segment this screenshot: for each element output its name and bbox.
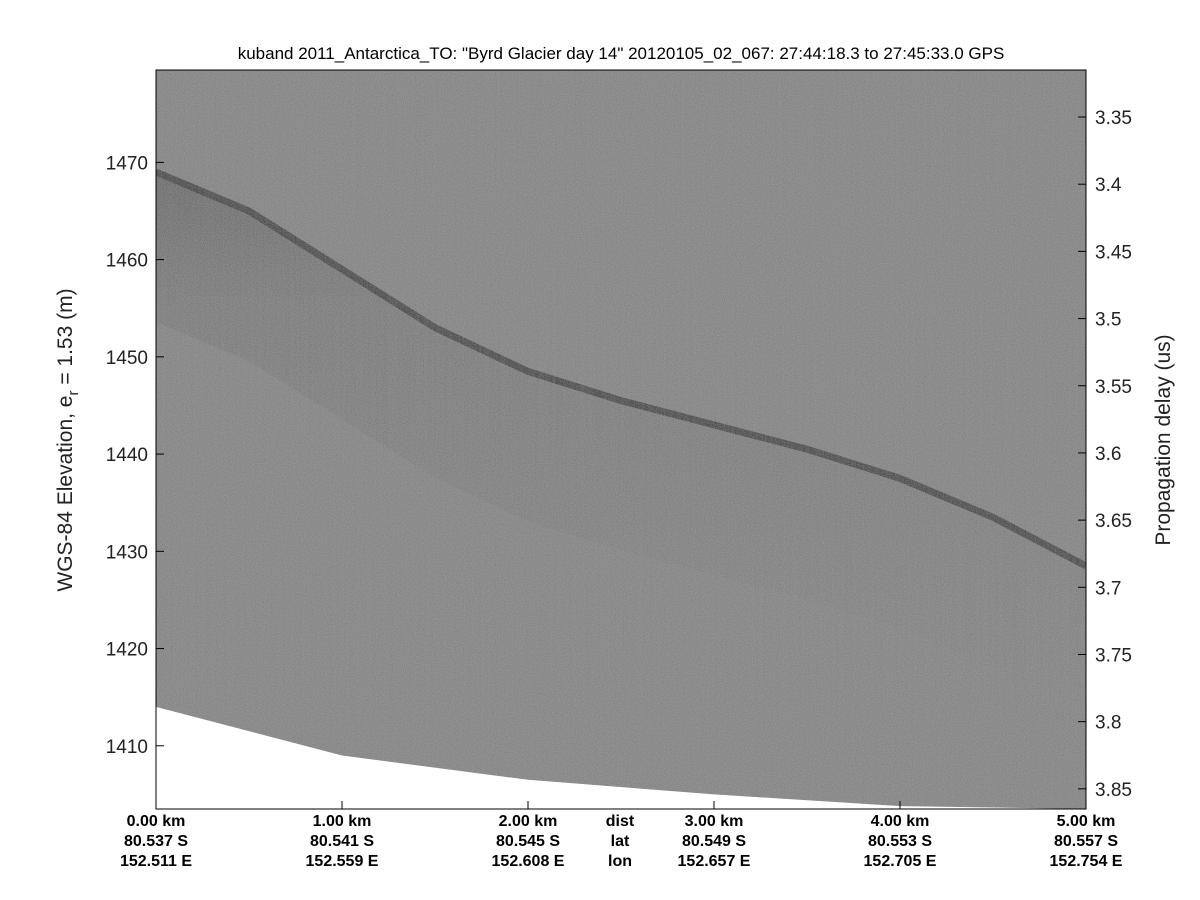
y2-tick-label: 3.5 xyxy=(1095,310,1121,331)
y2-tick-label: 3.7 xyxy=(1095,578,1121,599)
bottom-x-axis: 0.00 km 80.537 S 152.511 E 1.00 km 80.541 S 1… xyxy=(120,801,1123,870)
x-tick-lat-label: 80.545 S xyxy=(496,833,560,850)
y2-tick-label: 3.85 xyxy=(1095,780,1132,801)
y-tick-label: 1470 xyxy=(106,153,148,174)
y2-tick-label: 3.4 xyxy=(1095,175,1122,196)
y-tick-label: 1450 xyxy=(106,348,148,369)
x-tick-lat-label: 80.557 S xyxy=(1054,833,1118,850)
chart-title: kuband 2011_Antarctica_TO: "Byrd Glacier… xyxy=(238,44,1005,63)
x-tick-lon-label: 152.559 E xyxy=(306,853,379,870)
left-y-axis: 1410 1420 1430 1440 1450 1460 1470 xyxy=(106,153,164,758)
x-tick-lat-label: 80.553 S xyxy=(868,833,932,850)
y-tick-label: 1440 xyxy=(106,445,148,466)
x-tick-lon-label: 152.511 E xyxy=(120,853,192,870)
y2-tick-label: 3.8 xyxy=(1095,713,1121,734)
x-tick-lon-label: 152.657 E xyxy=(678,853,751,870)
y-tick-label: 1410 xyxy=(106,737,148,758)
x-tick-dist-label: 0.00 km xyxy=(127,813,186,830)
y-tick-label: 1460 xyxy=(106,251,148,272)
y2-tick-label: 3.6 xyxy=(1095,444,1121,465)
x-tick-lat-label: 80.537 S xyxy=(124,833,188,850)
x-row-name-dist: dist xyxy=(606,813,635,830)
right-y-axis: 3.35 3.4 3.45 3.5 3.55 3.6 3.65 3.7 3.75 3.8 3.85 xyxy=(1078,108,1132,801)
y-tick-label: 1420 xyxy=(106,640,148,661)
y2-tick-label: 3.45 xyxy=(1095,242,1132,263)
x-tick-dist-label: 2.00 km xyxy=(499,813,558,830)
y-axis-label: WGS-84 Elevation, er = 1.53 (m) xyxy=(54,288,82,591)
y2-tick-label: 3.35 xyxy=(1095,108,1132,129)
x-tick-dist-label: 3.00 km xyxy=(685,813,744,830)
x-tick-lat-label: 80.549 S xyxy=(682,833,746,850)
no-data-region xyxy=(156,706,1086,809)
speckle-texture xyxy=(156,70,1086,809)
y2-tick-label: 3.75 xyxy=(1095,645,1132,666)
plot-frame xyxy=(155,69,1087,810)
y2-tick-label: 3.55 xyxy=(1095,377,1132,398)
x-tick-lon-label: 152.754 E xyxy=(1050,853,1123,870)
x-tick-lat-label: 80.541 S xyxy=(310,833,374,850)
x-tick-dist-label: 5.00 km xyxy=(1057,813,1116,830)
plot-area xyxy=(156,70,1086,809)
x-tick-lon-label: 152.705 E xyxy=(864,853,937,870)
x-row-name-lat: lat xyxy=(611,833,630,850)
y-tick-label: 1430 xyxy=(106,542,148,563)
y2-axis-label: Propagation delay (us) xyxy=(1152,334,1175,545)
y2-tick-label: 3.65 xyxy=(1095,511,1132,532)
x-tick-dist-label: 1.00 km xyxy=(313,813,372,830)
x-tick-dist-label: 4.00 km xyxy=(871,813,930,830)
x-row-name-lon: lon xyxy=(608,853,632,870)
x-tick-lon-label: 152.608 E xyxy=(492,853,565,870)
